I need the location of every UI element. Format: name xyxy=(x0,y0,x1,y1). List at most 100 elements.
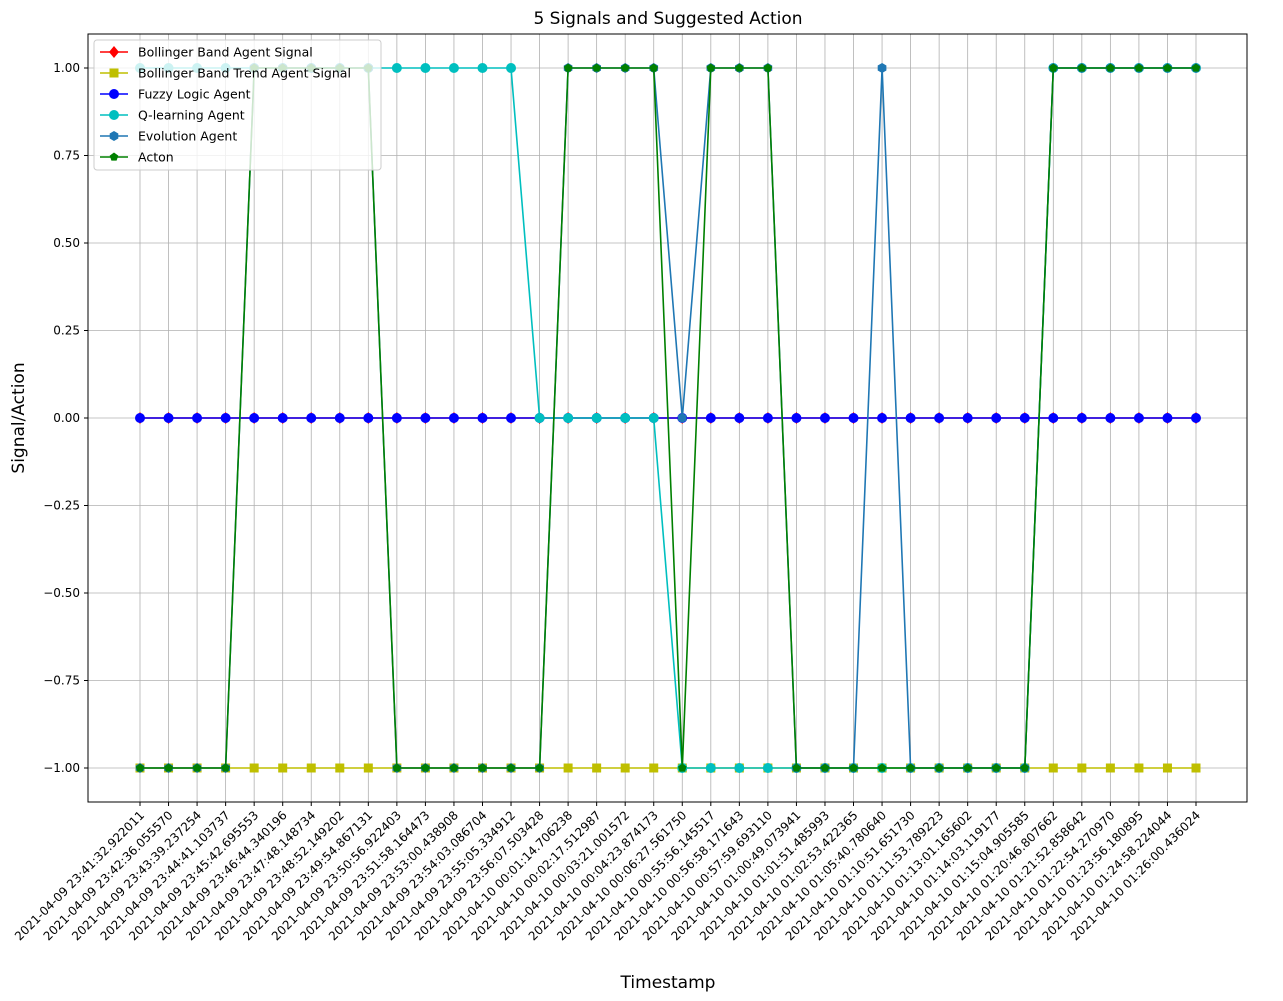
data-point xyxy=(677,413,687,423)
data-point xyxy=(478,763,487,772)
data-point xyxy=(820,763,830,772)
data-point xyxy=(1134,763,1144,773)
data-point xyxy=(620,413,631,423)
data-point xyxy=(819,413,830,423)
data-point xyxy=(735,63,744,72)
data-point xyxy=(934,413,945,423)
legend-label: Bollinger Band Trend Agent Signal xyxy=(138,66,351,81)
legend-label: Evolution Agent xyxy=(138,129,237,144)
data-point xyxy=(706,63,716,72)
data-point xyxy=(534,413,545,423)
data-point xyxy=(392,763,402,772)
data-point xyxy=(1162,413,1173,423)
data-point xyxy=(306,413,317,423)
y-tick-label: 0.25 xyxy=(53,324,80,338)
legend-item: Q-learning Agent xyxy=(100,108,245,123)
y-tick-label: −0.75 xyxy=(43,674,80,688)
y-axis-label: Signal/Action xyxy=(9,362,29,473)
data-point xyxy=(1191,763,1201,773)
data-point xyxy=(591,413,602,423)
data-point xyxy=(1133,413,1144,423)
data-point xyxy=(1077,763,1087,773)
data-point xyxy=(877,63,887,73)
legend-item: Bollinger Band Trend Agent Signal xyxy=(100,66,351,81)
data-point xyxy=(278,763,288,773)
data-point xyxy=(734,763,745,773)
data-point xyxy=(477,63,488,73)
legend-swatch-marker xyxy=(109,89,119,99)
legend-swatch-marker xyxy=(109,46,119,58)
data-point xyxy=(592,63,601,72)
data-point xyxy=(135,413,145,423)
data-point xyxy=(991,413,1002,423)
legend-swatch-marker xyxy=(109,68,119,78)
data-point xyxy=(391,413,402,423)
data-point xyxy=(334,413,345,423)
data-point xyxy=(792,763,801,772)
data-point xyxy=(477,413,488,423)
y-tick-label: 0.75 xyxy=(53,149,80,163)
data-point xyxy=(648,413,659,423)
data-point xyxy=(249,413,260,423)
data-point xyxy=(1076,413,1087,423)
data-point xyxy=(306,763,316,773)
data-point xyxy=(678,763,687,772)
data-point xyxy=(1105,413,1116,423)
data-point xyxy=(1048,763,1058,773)
data-point xyxy=(363,763,373,773)
data-point xyxy=(563,413,574,423)
legend-swatch-marker xyxy=(109,131,119,141)
data-point xyxy=(991,763,1001,772)
data-point xyxy=(906,763,915,772)
y-tick-label: −1.00 xyxy=(43,761,80,775)
data-point xyxy=(163,413,174,423)
chart-title: 5 Signals and Suggested Action xyxy=(533,9,802,29)
data-point xyxy=(1191,63,1201,72)
data-point xyxy=(506,413,517,423)
data-point xyxy=(1106,63,1115,72)
legend-swatch-marker xyxy=(109,110,119,120)
data-point xyxy=(164,763,173,772)
legend-label: Bollinger Band Agent Signal xyxy=(138,45,313,60)
data-point xyxy=(848,413,859,423)
data-point xyxy=(448,63,459,73)
data-point xyxy=(363,413,374,423)
data-point xyxy=(877,763,887,772)
data-point xyxy=(220,413,231,423)
data-point xyxy=(905,413,916,423)
data-point xyxy=(1077,63,1087,72)
legend-item: Fuzzy Logic Agent xyxy=(100,87,251,102)
data-point xyxy=(421,763,430,772)
data-point xyxy=(1048,413,1059,423)
data-point xyxy=(734,413,745,423)
data-point xyxy=(649,63,658,72)
data-point xyxy=(649,763,659,773)
data-point xyxy=(563,763,573,773)
legend-item: Bollinger Band Agent Signal xyxy=(100,45,313,60)
legend-swatch-marker xyxy=(109,152,119,161)
y-tick-label: 1.00 xyxy=(53,61,80,75)
legend-box xyxy=(93,39,382,171)
data-point xyxy=(763,63,773,72)
data-point xyxy=(192,413,203,423)
data-point xyxy=(877,413,888,423)
data-point xyxy=(221,763,230,772)
data-point xyxy=(762,763,773,773)
data-point xyxy=(1163,63,1172,72)
data-point xyxy=(791,413,802,423)
legend-item: Acton xyxy=(100,150,174,165)
data-point xyxy=(934,763,944,772)
data-point xyxy=(620,63,630,72)
data-point xyxy=(563,63,573,72)
data-point xyxy=(449,763,459,772)
data-point xyxy=(1105,763,1115,773)
data-point xyxy=(1162,763,1172,773)
data-point xyxy=(1134,63,1144,72)
data-point xyxy=(391,63,402,73)
legend: Bollinger Band Agent Signal Bollinger Ban… xyxy=(93,39,382,171)
data-point xyxy=(420,413,431,423)
data-point xyxy=(1049,63,1058,72)
data-point xyxy=(506,763,516,772)
data-point xyxy=(849,763,858,772)
